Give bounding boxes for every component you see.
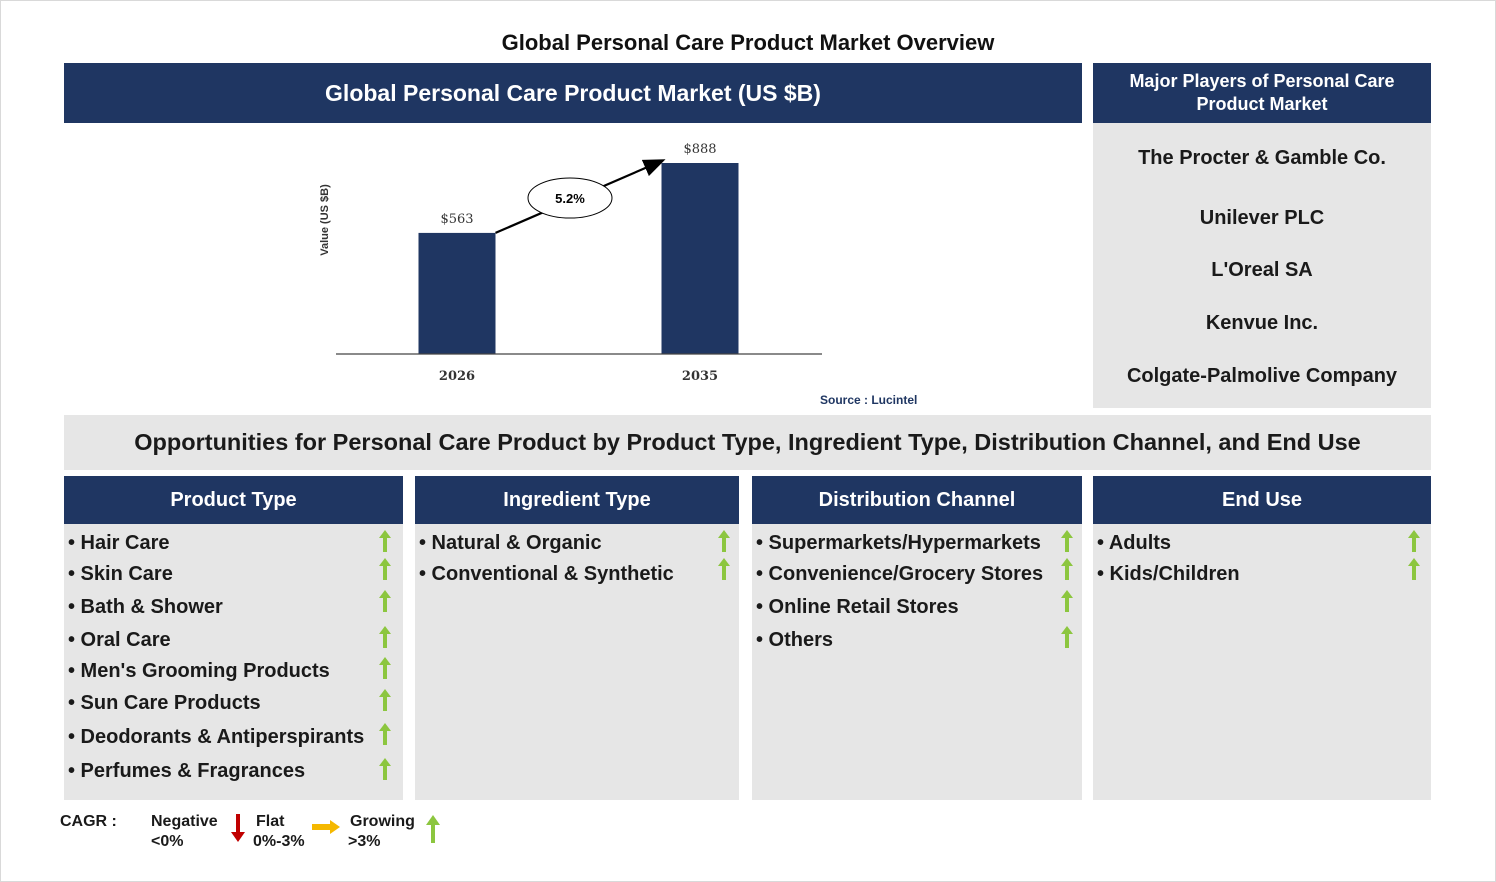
growing-arrow-icon [1408,530,1420,552]
list-item: • Sun Care Products [68,692,261,714]
list-item: • Convenience/Grocery Stores [756,563,1044,585]
growing-arrow-icon [379,723,391,745]
list-item: • Perfumes & Fragrances [68,760,306,782]
list-item: • Natural & Organic [419,532,602,554]
list-item: • Online Retail Stores [756,596,959,618]
growing-arrow-icon [379,657,391,679]
cagr-label: 5.2% [555,191,585,206]
player-item: Colgate-Palmolive Company [1126,365,1398,387]
growing-arrow-icon [379,558,391,580]
segment-panel-ingredient-type: • Natural & Organic • Conventional & Syn… [415,524,739,800]
list-item: • Skin Care [68,563,173,585]
chart-source: Source : Lucintel [820,393,918,407]
growing-arrow-icon [1061,530,1073,552]
list-item: • Conventional & Synthetic [419,563,674,585]
chart-header: Global Personal Care Product Market (US … [64,63,1082,123]
list-item: • Oral Care [68,629,171,651]
player-item: L'Oreal SA [1211,259,1313,281]
growing-arrow-icon [718,558,730,580]
list-item: • Kids/Children [1097,563,1240,585]
opportunities-banner: Opportunities for Personal Care Product … [64,415,1431,470]
segment-panel-end-use: • Adults • Kids/Children [1093,524,1431,800]
x-tick-label: 2026 [439,369,475,384]
legend-flat-range: 0%-3% [253,833,305,850]
segment-panel-product-type: • Hair Care • Skin Care • Bath & Shower … [64,524,403,800]
negative-arrow-icon [231,814,245,842]
players-header-text: Major Players of Personal Care Product M… [1129,71,1395,114]
list-item: • Supermarkets/Hypermarkets [756,532,1041,554]
legend-growing-range: >3% [348,833,381,850]
data-label: $563 [440,212,473,227]
growing-arrow-icon [379,689,391,711]
segment-header-ingredient-type: Ingredient Type [415,476,739,524]
list-item: • Men's Grooming Products [68,660,330,682]
growing-arrow-icon [1408,558,1420,580]
x-tick-label: 2035 [682,369,718,384]
list-item: • Hair Care [68,532,170,554]
growing-arrow-icon [379,530,391,552]
segment-header-distribution-channel: Distribution Channel [752,476,1082,524]
page-title: Global Personal Care Product Market Over… [501,30,995,55]
segment-header-end-use: End Use [1093,476,1431,524]
growing-arrow-icon [1061,590,1073,612]
market-bar-chart: Value (US $B) $563 2026 $888 2035 5.2% [319,142,822,384]
player-item: Unilever PLC [1199,207,1325,229]
legend-flat-label: Flat [256,813,285,830]
player-item: Kenvue Inc. [1205,312,1319,334]
growing-arrow-icon [718,530,730,552]
legend-negative-range: <0% [151,833,184,850]
player-item: The Procter & Gamble Co. [1138,147,1386,169]
legend-cagr-label: CAGR : [60,813,117,830]
players-header: Major Players of Personal Care Product M… [1093,63,1431,123]
growing-arrow-icon [379,758,391,780]
segment-header-product-type: Product Type [64,476,403,524]
growing-arrow-icon [1061,626,1073,648]
growing-arrow-icon [1061,558,1073,580]
legend-growing-label: Growing [350,813,415,830]
bar-2026 [418,232,496,354]
flat-arrow-icon [312,820,340,834]
bar-2035 [661,163,739,354]
list-item: • Bath & Shower [68,596,223,618]
growing-arrow-icon [426,815,440,843]
growing-arrow-icon [379,590,391,612]
list-item: • Deodorants & Antiperspirants [68,726,365,748]
legend-negative-label: Negative [151,813,218,830]
players-list: The Procter & Gamble Co. Unilever PLC L'… [1093,123,1431,408]
list-item: • Adults [1097,532,1172,554]
growing-arrow-icon [379,626,391,648]
segment-panel-distribution-channel: • Supermarkets/Hypermarkets • Convenienc… [752,524,1082,800]
list-item: • Others [756,629,834,651]
cagr-bubble [527,177,613,219]
y-axis-label: Value (US $B) [319,184,331,256]
data-label: $888 [683,142,716,157]
